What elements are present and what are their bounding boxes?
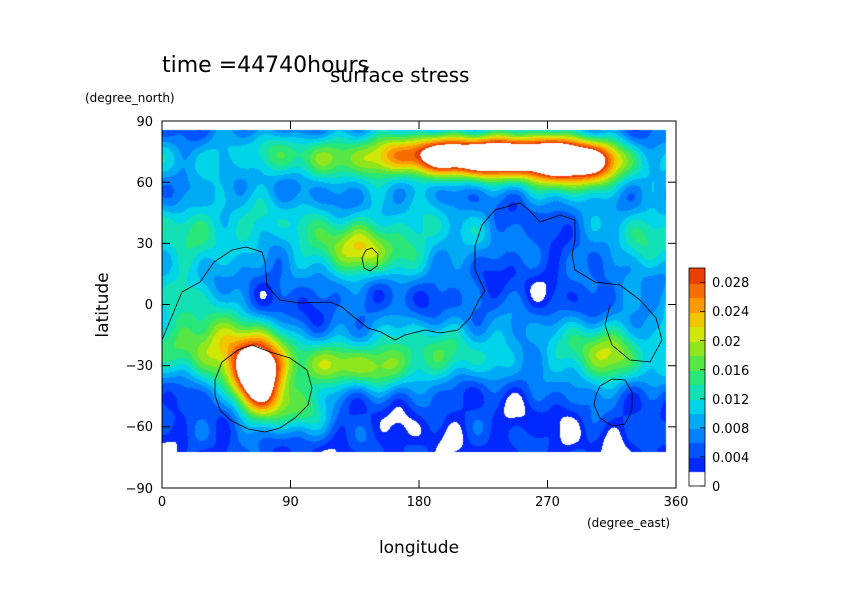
y-tick-label-30: 30 <box>136 237 153 252</box>
y-tick-label-0: 0 <box>145 298 153 313</box>
coast-africa <box>214 344 313 433</box>
x-tick-label-0: 0 <box>158 495 166 510</box>
x-tick-label-360: 360 <box>664 495 689 510</box>
y-tick-label-60: 60 <box>136 176 153 191</box>
colorbar-frame <box>688 267 706 487</box>
colorbar-label-0004: 0.004 <box>712 451 749 466</box>
x-axis-unit: (degree_east) <box>587 516 670 530</box>
x-ticks <box>161 121 677 488</box>
colorbar-label-0012: 0.012 <box>712 393 749 408</box>
y-unit: (degree_north) <box>85 91 175 105</box>
colorbar-label-0008: 0.008 <box>712 422 749 437</box>
y-axis-label: latitude <box>93 272 113 337</box>
x-tick-label-90: 90 <box>282 495 299 510</box>
colorbar-gradient <box>689 268 705 486</box>
coast-island <box>361 247 379 272</box>
x-tick-label-270: 270 <box>535 495 560 510</box>
colorbar-ticks <box>700 282 705 487</box>
coast-south-east <box>593 378 633 427</box>
stress-field <box>162 121 676 488</box>
colorbar-label-002: 0.02 <box>712 335 741 350</box>
colorbar-label-0028: 0.028 <box>712 276 749 291</box>
x-tick-label-180: 180 <box>407 495 432 510</box>
colorbar-label-0: 0 <box>712 480 720 495</box>
colorbar <box>689 268 705 486</box>
coastlines <box>161 202 663 433</box>
plot-area <box>162 121 676 488</box>
y-tick-label-neg90: −90 <box>126 482 153 497</box>
colorbar-label-0016: 0.016 <box>712 364 749 379</box>
y-ticks <box>162 120 676 489</box>
x-axis-label: longitude <box>379 538 459 558</box>
colorbar-label-0024: 0.024 <box>712 305 749 320</box>
chart-title: surface stress <box>330 63 469 87</box>
coast-west <box>161 202 663 363</box>
y-tick-label-neg60: −60 <box>126 420 153 435</box>
time-label: time =44740hours <box>162 53 369 78</box>
y-tick-label-90: 90 <box>136 115 153 130</box>
y-tick-label-neg30: −30 <box>126 359 153 374</box>
